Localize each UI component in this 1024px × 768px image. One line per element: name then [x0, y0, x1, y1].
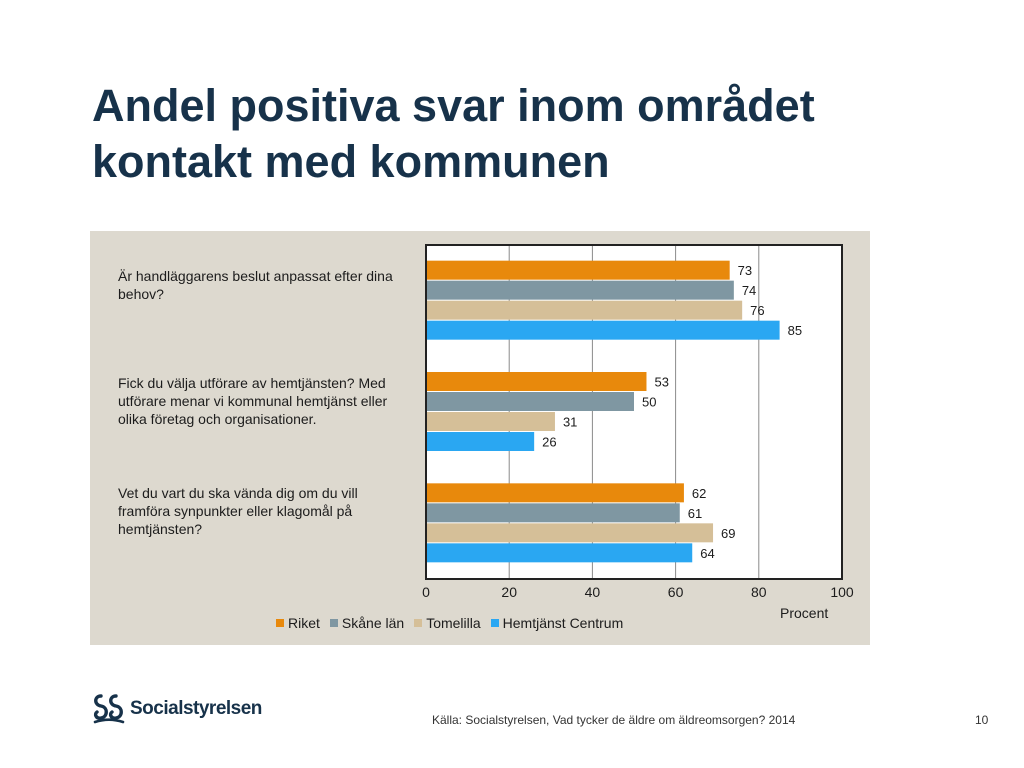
data-label-q3-riket: 62	[692, 486, 706, 501]
data-label-q2-tomelilla: 31	[563, 415, 577, 430]
legend-swatch-tomelilla	[414, 619, 423, 627]
data-label-q1-tomelilla: 76	[750, 303, 764, 318]
bar-q3-tomelilla	[427, 523, 714, 543]
data-label-q2-sk-ne-l-n: 50	[642, 395, 656, 410]
legend-item-skane-lan: Skåne län	[329, 615, 405, 631]
legend-label-hemtjanst-centrum: Hemtjänst Centrum	[502, 615, 624, 631]
x-tick-label-100: 100	[830, 584, 854, 600]
bar-q2-tomelilla	[427, 412, 555, 431]
data-label-q3-hemtj-nst-centrum: 64	[700, 546, 714, 561]
bar-q2-sk-ne-l-n	[427, 392, 634, 411]
legend-item-hemtjanst-centrum: Hemtjänst Centrum	[490, 615, 624, 631]
bar-q1-sk-ne-l-n	[427, 280, 734, 300]
x-tick-label-40: 40	[585, 584, 601, 600]
x-tick-label-20: 20	[501, 584, 517, 600]
legend-swatch-riket	[276, 619, 284, 627]
bar-q3-sk-ne-l-n	[427, 503, 680, 523]
x-tick-label-60: 60	[668, 584, 684, 600]
data-label-q3-sk-ne-l-n: 61	[688, 506, 702, 521]
legend-swatch-skane-lan	[329, 619, 338, 627]
bar-q3-hemtj-nst-centrum	[427, 543, 693, 563]
x-axis-unit-label: Procent	[780, 605, 829, 621]
question-label-1: Är handläggarens beslut anpassat efter d…	[118, 268, 393, 302]
data-label-q2-riket: 53	[654, 375, 668, 390]
bar-q2-riket	[427, 372, 647, 391]
legend-label-riket: Riket	[288, 615, 320, 631]
bar-q3-riket	[427, 483, 684, 503]
legend-item-tomelilla: Tomelilla	[414, 615, 481, 631]
bar-q1-riket	[427, 260, 730, 280]
bar-q1-tomelilla	[427, 300, 743, 320]
data-label-q3-tomelilla: 69	[721, 526, 735, 541]
socialstyrelsen-logo: Socialstyrelsen	[92, 693, 262, 725]
question-label-3: Vet du vart du ska vända dig om du vill …	[118, 485, 358, 537]
data-label-q1-sk-ne-l-n: 74	[742, 283, 756, 298]
bar-q2-hemtj-nst-centrum	[427, 432, 535, 451]
legend-item-riket: Riket	[276, 615, 320, 631]
legend-label-tomelilla: Tomelilla	[426, 615, 481, 631]
data-label-q2-hemtj-nst-centrum: 26	[542, 435, 556, 450]
socialstyrelsen-emblem-icon	[93, 694, 125, 724]
legend-label-skane-lan: Skåne län	[341, 615, 405, 631]
page-number: 10	[975, 713, 989, 727]
x-tick-label-0: 0	[422, 584, 430, 600]
question-label-2: Fick du välja utförare av hemtjänsten? M…	[118, 375, 388, 427]
bar-q1-hemtj-nst-centrum	[427, 320, 780, 340]
data-label-q1-riket: 73	[738, 263, 752, 278]
chart-legend: Riket Skåne län Tomelilla Hemtjänst Cent…	[276, 615, 633, 631]
data-label-q1-hemtj-nst-centrum: 85	[788, 323, 802, 338]
legend-swatch-hemtjanst-centrum	[490, 619, 499, 627]
logo-text: Socialstyrelsen	[130, 698, 262, 719]
slide-title: Andel positiva svar inom området kontakt…	[92, 80, 815, 187]
x-tick-label-80: 80	[751, 584, 767, 600]
plot-border	[425, 244, 843, 580]
source-note: Källa: Socialstyrelsen, Vad tycker de äl…	[432, 713, 796, 727]
